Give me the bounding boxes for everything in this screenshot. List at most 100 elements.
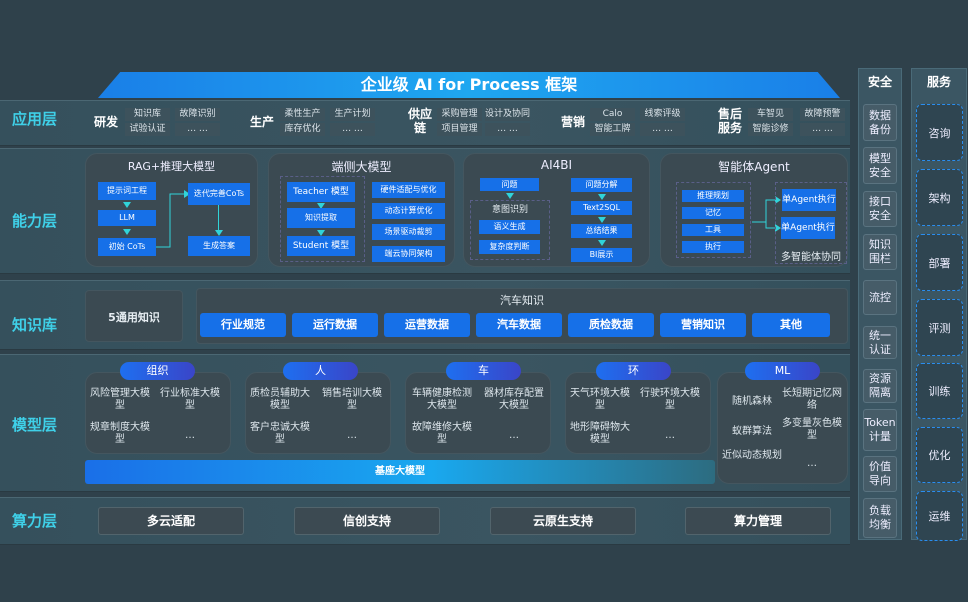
ai4bi-flow-step: 问题分解 [571,178,632,192]
services-column: 服务 咨询 架构 部署 评测 训练 优化 运维 [911,68,967,541]
services-title: 服务 [926,75,951,89]
security-item[interactable]: 流控 [863,280,897,315]
app-item[interactable]: 试验认证 [125,123,170,136]
model-item: 故障维修大模型 [412,422,472,445]
app-item[interactable]: … … [485,123,530,136]
security-column: 安全 数据备份 模型安全 接口安全 知识围栏 流控 统一认证 资源隔离 Toke… [858,68,902,540]
app-item[interactable]: 智能诊修 [748,123,793,136]
model-item: 风险管理大模型 [90,388,150,411]
model-item: 蚁群算法 [732,426,772,437]
general-knowledge-box: 5通用知识 [85,290,183,342]
ai4bi-intent-item: 复杂度判断 [479,240,540,254]
ai4bi-flow-step: 总结结果 [571,224,632,238]
edge-feature: 动态计算优化 [372,203,445,219]
model-item: 长短期记忆网络 [782,388,842,411]
security-item[interactable]: 统一认证 [863,326,897,359]
app-item[interactable]: Calo [590,108,635,121]
knowledge-item[interactable]: 行业规范 [200,313,286,337]
security-title: 安全 [867,75,892,89]
arrow-down-icon [317,203,325,209]
knowledge-item[interactable]: 运营数据 [384,313,470,337]
app-item[interactable]: 项目管理 [437,123,482,136]
model-group-vehicle [405,372,551,454]
model-item: 天气环境大模型 [570,388,630,411]
agent-collab-label: 多智能体协同 [781,252,841,263]
agent-exec: 单Agent执行 [782,189,836,211]
edge-distill-group [280,176,365,262]
service-item[interactable]: 优化 [916,427,963,483]
app-item[interactable]: 车智见 [748,108,793,121]
app-item[interactable]: 故障识别 [175,108,220,121]
app-item[interactable]: 设计及协同 [485,108,531,121]
security-item[interactable]: Token计量 [863,409,897,451]
framework-title: 企业级 AI for Process 框架 [98,72,840,98]
arrow-down-icon [506,193,514,199]
security-item[interactable]: 接口安全 [863,191,897,227]
edge-step: Student 模型 [287,236,355,256]
app-item[interactable]: 故障预警 [800,108,845,121]
service-item[interactable]: 咨询 [916,104,963,161]
arrow-down-icon [598,240,606,246]
agent-collab-group [775,182,847,264]
app-item[interactable]: 库存优化 [280,123,325,136]
knowledge-item[interactable]: 质检数据 [568,313,654,337]
model-item: 质检员辅助大模型 [250,388,310,411]
security-item[interactable]: 价值导向 [863,456,897,492]
security-item[interactable]: 资源隔离 [863,369,897,403]
model-item: 器材库存配置大模型 [484,388,544,411]
ai4bi-intent-item: 语义生成 [479,220,540,234]
model-group-people [245,372,391,454]
security-item[interactable]: 模型安全 [863,147,897,184]
knowledge-item[interactable]: 其他 [752,313,830,337]
app-item[interactable]: … … [800,123,845,136]
connector-arrow-icon [156,190,190,248]
edge-step: Teacher 模型 [287,182,355,202]
security-item[interactable]: 数据备份 [863,104,897,141]
app-item[interactable]: 柔性生产 [280,108,325,121]
model-group-title: ML [745,362,820,380]
compute-item[interactable]: 云原生支持 [490,507,636,535]
ai4bi-flow-step: Text2SQL [571,201,632,215]
model-item: … [509,430,519,441]
app-item[interactable]: … … [640,123,685,136]
knowledge-item[interactable]: 营销知识 [660,313,746,337]
service-item[interactable]: 部署 [916,234,963,291]
app-group-supply-chain: 供应链 [407,107,432,135]
compute-item[interactable]: 多云适配 [98,507,244,535]
app-item[interactable]: 线索评级 [640,108,685,121]
model-item: … [185,430,195,441]
security-item[interactable]: 知识围栏 [863,234,897,270]
app-item[interactable]: … … [175,123,220,136]
service-item[interactable]: 架构 [916,169,963,226]
arrow-down-icon [317,230,325,236]
compute-item[interactable]: 信创支持 [294,507,440,535]
model-item: … [807,458,817,469]
app-item[interactable]: 采购管理 [437,108,482,121]
layer-label-model: 模型层 [12,416,58,434]
ai4bi-question: 问题 [480,178,539,191]
arrow-down-icon [123,202,131,208]
model-item: 行驶环境大模型 [640,388,700,411]
model-item: 近似动态规划 [722,450,782,461]
service-item[interactable]: 训练 [916,363,963,419]
agent-module: 推理规划 [682,190,744,202]
model-item: 随机森林 [732,396,772,407]
compute-item[interactable]: 算力管理 [685,507,831,535]
agent-module: 执行 [682,241,744,253]
model-group-environment [565,372,711,454]
knowledge-item[interactable]: 运行数据 [292,313,378,337]
model-item: 行业标准大模型 [160,388,220,411]
app-group-after-sales: 售后服务 [717,107,742,135]
knowledge-item[interactable]: 汽车数据 [476,313,562,337]
rag-step: LLM [98,210,156,226]
service-item[interactable]: 评测 [916,299,963,356]
app-item[interactable]: 知识库 [125,108,170,121]
app-item[interactable]: … … [330,123,375,136]
service-item[interactable]: 运维 [916,491,963,541]
model-item: … [347,430,357,441]
model-item: 地形障碍物大模型 [570,422,630,445]
security-item[interactable]: 负载均衡 [863,498,897,538]
edge-title: 端侧大模型 [331,160,392,174]
app-item[interactable]: 智能工牌 [590,123,635,136]
app-item[interactable]: 生产计划 [330,108,375,121]
